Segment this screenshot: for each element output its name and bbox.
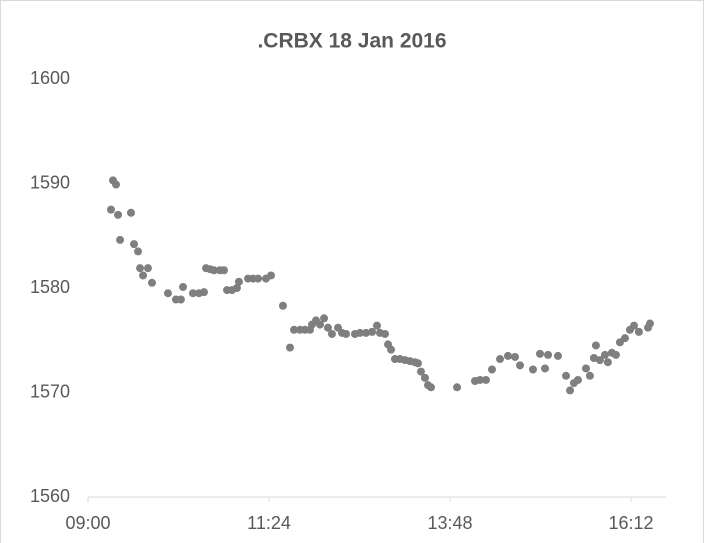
point — [356, 328, 365, 337]
point — [107, 205, 116, 214]
point — [481, 375, 490, 384]
x-tick-label: 16:12 — [608, 513, 653, 533]
point — [387, 345, 396, 354]
point — [126, 208, 135, 217]
point — [232, 284, 241, 292]
point — [595, 356, 604, 365]
point — [420, 373, 429, 382]
point — [620, 334, 629, 343]
point — [176, 295, 185, 304]
point — [362, 328, 371, 337]
point — [220, 266, 229, 275]
point — [645, 319, 654, 328]
y-tick-label: 1600 — [30, 68, 70, 88]
point — [372, 321, 381, 330]
point — [630, 321, 639, 330]
point — [254, 274, 263, 283]
point — [163, 289, 172, 298]
point — [416, 367, 425, 376]
point — [476, 375, 485, 384]
point — [278, 301, 287, 310]
point — [267, 271, 276, 280]
point — [562, 371, 571, 380]
point — [553, 351, 562, 360]
chart-title: .CRBX 18 Jan 2016 — [257, 30, 446, 53]
point — [285, 343, 294, 352]
point — [487, 365, 496, 374]
point — [453, 383, 462, 392]
point — [188, 289, 197, 298]
point — [323, 323, 332, 332]
point — [603, 358, 612, 367]
point — [136, 264, 145, 273]
point — [582, 364, 591, 373]
point — [143, 264, 152, 273]
point — [591, 341, 600, 350]
point — [179, 282, 188, 291]
y-tick-label: 1570 — [30, 381, 70, 401]
point — [589, 354, 598, 363]
point — [368, 327, 377, 336]
point — [427, 383, 436, 392]
point — [290, 325, 299, 334]
point — [503, 351, 512, 360]
point — [496, 355, 505, 364]
point — [112, 180, 121, 189]
point — [134, 247, 143, 256]
point — [611, 350, 620, 359]
point — [528, 365, 537, 374]
point — [200, 288, 209, 297]
point — [130, 240, 139, 249]
x-tick-label: 11:24 — [247, 513, 291, 533]
point — [413, 359, 422, 368]
point — [320, 314, 329, 323]
point — [541, 364, 550, 373]
point — [316, 320, 325, 329]
point — [585, 371, 594, 380]
point — [600, 350, 609, 359]
x-tick-label: 13:48 — [427, 513, 472, 533]
point — [544, 350, 553, 359]
point — [209, 266, 218, 275]
point — [634, 327, 643, 336]
point — [234, 277, 243, 286]
point — [573, 375, 582, 384]
x-tick-label: 09:00 — [65, 513, 110, 533]
point — [535, 349, 544, 358]
point — [510, 352, 519, 361]
y-tick-label: 1580 — [30, 277, 70, 297]
point — [516, 361, 525, 370]
point — [147, 278, 156, 287]
point — [139, 271, 148, 280]
point — [381, 329, 390, 338]
point — [566, 386, 575, 395]
point — [342, 329, 351, 338]
point — [327, 329, 336, 338]
y-tick-label: 1590 — [30, 172, 70, 192]
point — [116, 235, 125, 244]
y-tick-label: 1560 — [30, 486, 70, 506]
point — [114, 210, 123, 219]
